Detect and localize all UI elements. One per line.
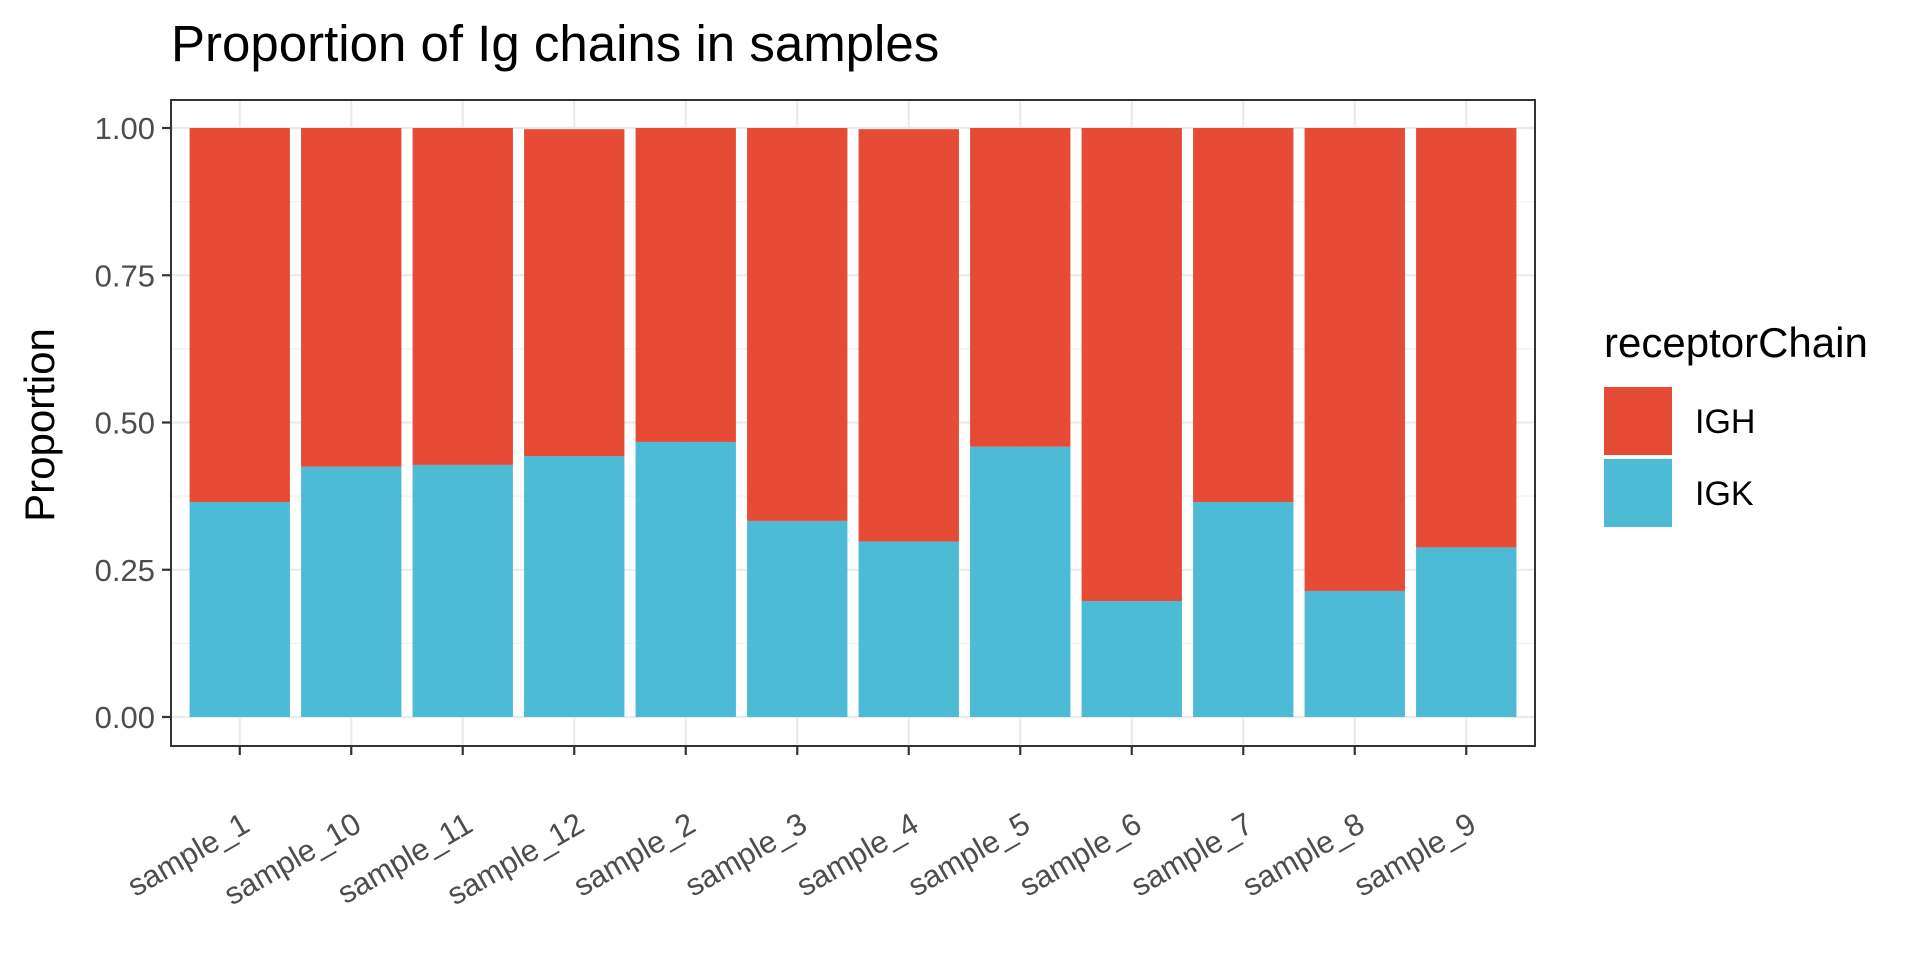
bar-igh-sample-5	[970, 128, 1071, 447]
legend: receptorChain IGH IGK	[1604, 319, 1868, 527]
bar-igk-sample-12	[524, 456, 625, 717]
chart-title: Proportion of Ig chains in samples	[171, 15, 939, 72]
bar-igh-sample-9	[1416, 128, 1517, 548]
y-tick-label: 0.75	[95, 258, 155, 293]
bar-igk-sample-3	[747, 520, 848, 717]
bar-igk-sample-5	[970, 446, 1071, 717]
y-tick-label: 0.25	[95, 553, 155, 588]
y-tick-label: 0.50	[95, 406, 155, 441]
bar-igh-sample-3	[747, 128, 848, 521]
y-axis-title: Proportion	[16, 328, 63, 522]
bar-igh-sample-11	[412, 128, 513, 465]
bar-igk-sample-6	[1081, 600, 1182, 717]
bar-igh-sample-2	[635, 128, 736, 442]
bar-igk-sample-9	[1416, 547, 1517, 717]
bar-igk-sample-2	[635, 441, 736, 717]
bar-igk-sample-8	[1304, 590, 1405, 717]
bars	[189, 128, 1517, 717]
bar-igh-sample-8	[1304, 128, 1405, 591]
legend-label-igk: IGK	[1695, 475, 1754, 513]
y-tick-label: 1.00	[95, 111, 155, 146]
legend-title: receptorChain	[1604, 319, 1868, 366]
bar-igk-sample-10	[301, 466, 402, 717]
bar-igk-sample-1	[189, 502, 290, 717]
bar-igh-sample-6	[1081, 128, 1182, 601]
bar-igh-sample-4	[858, 129, 959, 542]
bar-igk-sample-4	[858, 541, 959, 717]
y-axis: 0.00 0.25 0.50 0.75 1.00	[95, 111, 171, 735]
bar-igh-sample-7	[1193, 128, 1294, 503]
legend-label-igh: IGH	[1695, 403, 1755, 441]
bar-igh-sample-1	[189, 128, 290, 503]
bar-igk-sample-11	[412, 464, 513, 717]
y-tick-label: 0.00	[95, 700, 155, 735]
bar-igh-sample-10	[301, 128, 402, 467]
legend-swatch-igh	[1604, 387, 1672, 455]
bar-igh-sample-12	[524, 129, 625, 457]
bar-igk-sample-7	[1193, 502, 1294, 717]
legend-swatch-igk	[1604, 459, 1672, 527]
